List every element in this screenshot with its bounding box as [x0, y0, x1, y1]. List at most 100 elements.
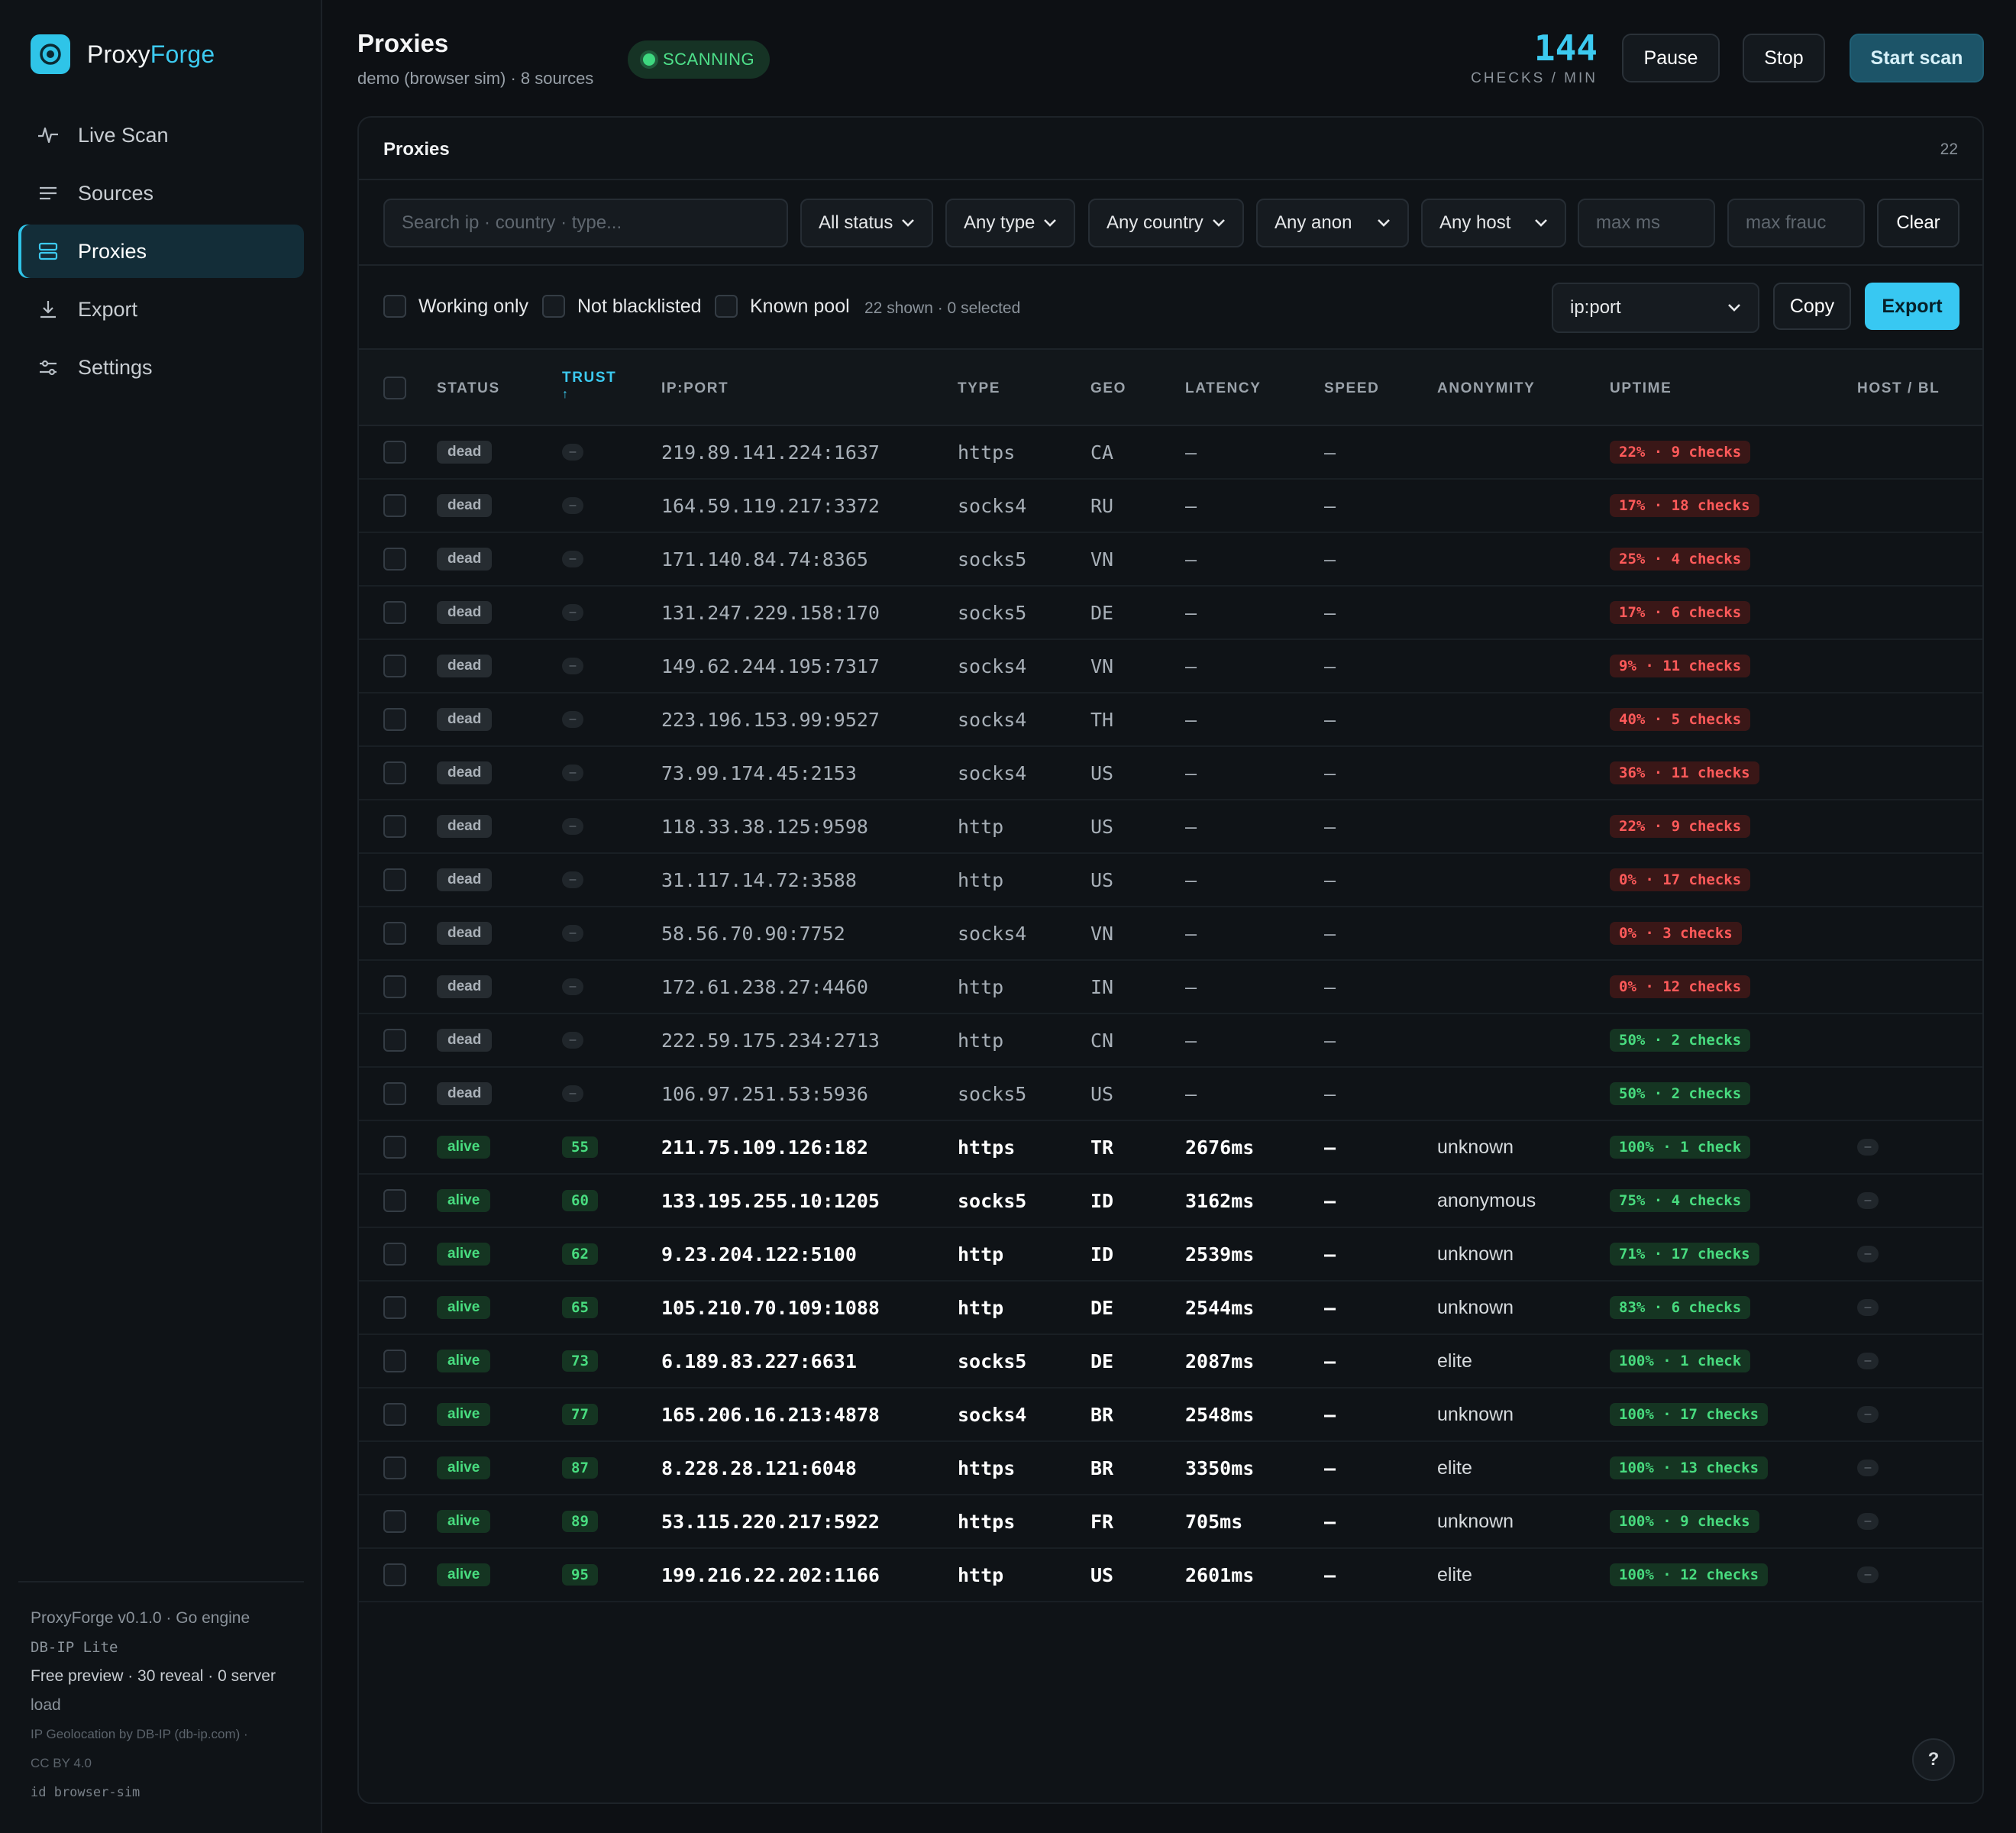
trust-score: 73	[562, 1350, 598, 1372]
column-host-bl[interactable]: HOST / BL	[1857, 380, 1940, 396]
known-pool-checkbox[interactable]: Known pool	[715, 295, 850, 318]
copy-button[interactable]: Copy	[1773, 283, 1851, 330]
row-checkbox[interactable]	[383, 655, 406, 677]
speed-value: –	[1324, 655, 1336, 677]
table-row[interactable]: dead – 222.59.175.234:2713 http CN – – 50% · 2 …	[359, 1014, 1982, 1068]
download-icon	[37, 298, 60, 321]
table-row[interactable]: dead – 58.56.70.90:7752 socks4 VN – – 0% · 3 ch…	[359, 907, 1982, 961]
export-format-select[interactable]: ip:port	[1552, 283, 1759, 333]
country-select[interactable]: Any country	[1088, 199, 1244, 247]
sidebar-item-export[interactable]: Export	[18, 283, 304, 336]
table-row[interactable]: alive 89 53.115.220.217:5922 https FR 705ms – u…	[359, 1495, 1982, 1549]
max-ms-input[interactable]: max ms	[1578, 199, 1715, 247]
attribution-link[interactable]: IP Geolocation by DB-IP (db-ip.com) ·	[31, 1727, 248, 1741]
row-checkbox[interactable]	[383, 922, 406, 945]
row-checkbox[interactable]	[383, 815, 406, 838]
table-row[interactable]: dead – 118.33.38.125:9598 http US – – 22% · 9 c…	[359, 800, 1982, 854]
row-checkbox[interactable]	[383, 1136, 406, 1159]
checkbox-box[interactable]	[383, 295, 406, 318]
column-uptime[interactable]: UPTIME	[1610, 380, 1672, 396]
working-only-checkbox[interactable]: Working only	[383, 295, 528, 318]
row-checkbox[interactable]	[383, 1189, 406, 1212]
rate-label: CHECKS / MIN	[1471, 70, 1598, 86]
stop-button[interactable]: Stop	[1743, 34, 1825, 82]
selection-summary: 22 shown · 0 selected	[864, 299, 1021, 317]
row-checkbox[interactable]	[383, 1350, 406, 1372]
column-geo[interactable]: GEO	[1090, 380, 1127, 396]
latency-value: –	[1185, 441, 1197, 464]
speed-value: –	[1324, 868, 1336, 891]
max-fraud-input[interactable]: max frauc	[1727, 199, 1865, 247]
table-row[interactable]: alive 62 9.23.204.122:5100 http ID 2539ms – unk…	[359, 1228, 1982, 1282]
type-select[interactable]: Any type	[945, 199, 1075, 247]
row-checkbox[interactable]	[383, 1296, 406, 1319]
table-row[interactable]: alive 60 133.195.255.10:1205 socks5 ID 3162ms…	[359, 1175, 1982, 1228]
row-checkbox[interactable]	[383, 708, 406, 731]
help-button[interactable]: ?	[1912, 1738, 1955, 1781]
row-checkbox[interactable]	[383, 548, 406, 571]
not-blacklisted-checkbox[interactable]: Not blacklisted	[542, 295, 702, 318]
table-row[interactable]: alive 95 199.216.22.202:1166 http US 2601ms – e…	[359, 1549, 1982, 1602]
status-badge: dead	[437, 708, 493, 731]
ip-port: 118.33.38.125:9598	[661, 815, 868, 838]
host-select[interactable]: Any host	[1421, 199, 1566, 247]
row-checkbox[interactable]	[383, 1403, 406, 1426]
checkbox-box[interactable]	[715, 295, 738, 318]
table-row[interactable]: dead – 172.61.238.27:4460 http IN – – 0% · 12 c…	[359, 961, 1982, 1014]
row-checkbox[interactable]	[383, 1029, 406, 1052]
row-checkbox[interactable]	[383, 975, 406, 998]
row-checkbox[interactable]	[383, 868, 406, 891]
brand[interactable]: ProxyForge	[31, 34, 215, 74]
table-row[interactable]: dead – 73.99.174.45:2153 socks4 US – – 36% · 11…	[359, 747, 1982, 800]
table-row[interactable]: dead – 131.247.229.158:170 socks5 DE – – 17% · …	[359, 587, 1982, 640]
sidebar-item-sources[interactable]: Sources	[18, 166, 304, 220]
column-status[interactable]: STATUS	[437, 380, 500, 396]
table-row[interactable]: dead – 164.59.119.217:3372 socks4 RU – – 17% · …	[359, 480, 1982, 533]
type-select-value: Any type	[964, 212, 1035, 233]
anonymity-value: unknown	[1437, 1136, 1514, 1158]
row-checkbox[interactable]	[383, 601, 406, 624]
row-checkbox[interactable]	[383, 1510, 406, 1533]
column-latency[interactable]: LATENCY	[1185, 380, 1262, 396]
table-row[interactable]: dead – 106.97.251.53:5936 socks5 US – – 50% · 2…	[359, 1068, 1982, 1121]
sidebar-item-live-scan[interactable]: Live Scan	[18, 108, 304, 162]
table-row[interactable]: dead – 171.140.84.74:8365 socks5 VN – – 25% · 4…	[359, 533, 1982, 587]
row-checkbox[interactable]	[383, 441, 406, 464]
row-checkbox[interactable]	[383, 1456, 406, 1479]
uptime-badge: 0% · 3 checks	[1610, 922, 1742, 945]
checkbox-box[interactable]	[542, 295, 565, 318]
table-row[interactable]: alive 87 8.228.28.121:6048 https BR 3350ms – el…	[359, 1442, 1982, 1495]
table-row[interactable]: dead – 219.89.141.224:1637 https CA – – 22% · 9…	[359, 426, 1982, 480]
table-row[interactable]: alive 65 105.210.70.109:1088 http DE 2544ms – u…	[359, 1282, 1982, 1335]
table-row[interactable]: alive 77 165.206.16.213:4878 socks4 BR 2548ms…	[359, 1388, 1982, 1442]
sidebar-item-proxies[interactable]: Proxies	[18, 225, 304, 278]
column-speed[interactable]: SPEED	[1324, 380, 1380, 396]
clear-button[interactable]: Clear	[1877, 199, 1959, 247]
row-checkbox[interactable]	[383, 1082, 406, 1105]
pause-button[interactable]: Pause	[1622, 34, 1720, 82]
column-trust[interactable]: TRUST ↑	[562, 370, 616, 402]
column-ip[interactable]: IP:PORT	[661, 380, 729, 396]
trust-empty: –	[562, 765, 583, 781]
row-checkbox[interactable]	[383, 494, 406, 517]
row-checkbox[interactable]	[383, 1563, 406, 1586]
table-row[interactable]: alive 55 211.75.109.126:182 https TR 2676ms – u…	[359, 1121, 1982, 1175]
speed-value: –	[1324, 601, 1336, 624]
select-all-checkbox[interactable]	[383, 377, 406, 399]
table-row[interactable]: alive 73 6.189.83.227:6631 socks5 DE 2087ms – e…	[359, 1335, 1982, 1388]
table-row[interactable]: dead – 223.196.153.99:9527 socks4 TH – – 40% · …	[359, 693, 1982, 747]
row-checkbox[interactable]	[383, 761, 406, 784]
anon-select[interactable]: Any anon	[1256, 199, 1409, 247]
export-button[interactable]: Export	[1865, 283, 1959, 330]
sidebar-item-settings[interactable]: Settings	[18, 341, 304, 394]
ip-port: 133.195.255.10:1205	[661, 1189, 880, 1212]
search-input[interactable]: Search ip · country · type...	[383, 199, 788, 247]
start-scan-button[interactable]: Start scan	[1850, 34, 1984, 82]
table-row[interactable]: dead – 149.62.244.195:7317 socks4 VN – – 9% · 1…	[359, 640, 1982, 693]
column-type[interactable]: TYPE	[958, 380, 1001, 396]
table-row[interactable]: dead – 31.117.14.72:3588 http US – – 0% · 17 ch…	[359, 854, 1982, 907]
status-select[interactable]: All status	[800, 199, 933, 247]
column-anonymity[interactable]: ANONYMITY	[1437, 380, 1536, 396]
uptime-badge: 22% · 9 checks	[1610, 441, 1751, 464]
row-checkbox[interactable]	[383, 1243, 406, 1266]
